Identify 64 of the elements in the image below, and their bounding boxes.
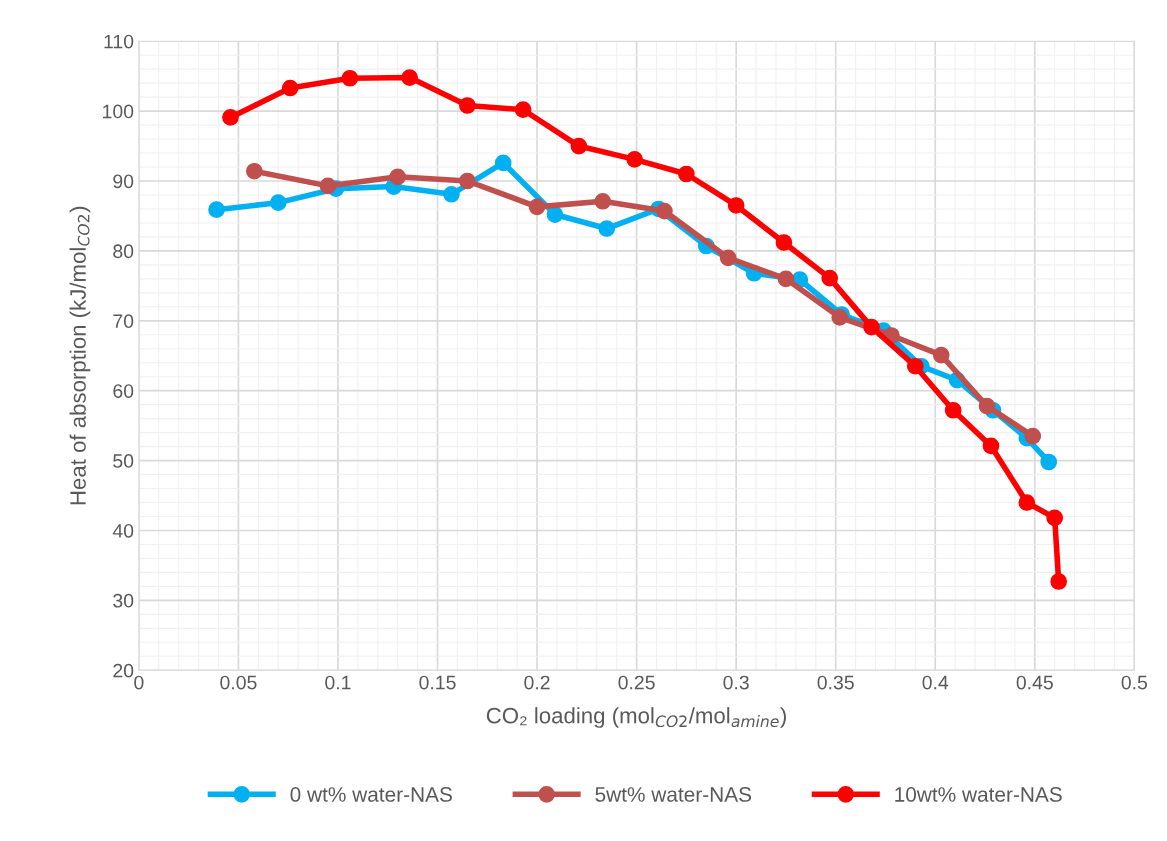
point — [906, 357, 924, 375]
point — [546, 206, 564, 223]
x-tick-label: 0.25 — [618, 675, 655, 690]
point — [570, 137, 588, 155]
point — [821, 269, 839, 287]
point — [389, 168, 407, 186]
point — [944, 401, 962, 419]
point — [678, 165, 695, 183]
point — [319, 177, 337, 195]
x-tick-label: 0.2 — [524, 675, 550, 690]
point — [626, 150, 643, 168]
point — [528, 198, 546, 216]
point — [459, 172, 476, 190]
point — [269, 194, 287, 212]
point — [459, 97, 476, 114]
point — [982, 437, 1000, 455]
point — [401, 69, 418, 86]
y-axis-title: Heat of absorption (kJ/mol$_{CO2}$) — [69, 206, 91, 505]
y-tick-label: 90 — [113, 174, 134, 189]
x-tick-label: 0.15 — [419, 675, 456, 690]
y-tick-label: 40 — [112, 523, 134, 538]
point — [932, 346, 950, 364]
point — [1050, 573, 1068, 590]
legend-label: 0 wt% water-NAS — [290, 787, 452, 802]
point — [1040, 453, 1058, 471]
point — [1018, 494, 1036, 511]
point — [777, 270, 795, 288]
y-tick-label: 80 — [113, 244, 134, 259]
point — [514, 101, 532, 119]
y-tick-label: 30 — [113, 593, 134, 608]
y-tick-label: 60 — [113, 384, 134, 398]
x-tick-label: 0.35 — [817, 675, 854, 690]
point — [863, 318, 880, 336]
point — [443, 185, 460, 203]
point — [281, 79, 299, 97]
point — [978, 397, 996, 415]
y-tick-label: 100 — [103, 104, 134, 119]
y-tick-label: 20 — [113, 663, 134, 678]
point — [341, 69, 359, 87]
legend-label: 10wt% water-NAS — [895, 787, 1062, 802]
x-tick-label: 0 — [134, 675, 144, 690]
y-tick-label: 110 — [104, 34, 134, 49]
y-tick-label: 70 — [113, 314, 134, 329]
x-tick-label: 0.05 — [220, 675, 257, 690]
x-tick-label: 0.3 — [723, 675, 749, 690]
point — [1024, 427, 1042, 445]
x-tick-label: 0.45 — [1016, 675, 1053, 690]
point — [494, 154, 512, 172]
point — [222, 109, 239, 126]
point — [246, 162, 263, 180]
x-axis-title: CO₂ loading (mol$_{CO2}$/mol$_{amine}$) — [486, 707, 786, 728]
point — [598, 220, 616, 237]
legend-label: 5wt% water-NAS — [595, 787, 752, 802]
y-tick-label: 50 — [113, 454, 134, 468]
point — [719, 249, 737, 267]
point — [1046, 509, 1064, 527]
point — [727, 197, 745, 214]
point — [775, 234, 793, 251]
point — [656, 202, 673, 220]
point — [208, 201, 225, 218]
x-tick-label: 0.4 — [922, 675, 949, 690]
x-tick-label: 0.5 — [1121, 675, 1148, 690]
point — [594, 192, 612, 210]
x-tick-label: 0.1 — [325, 675, 351, 690]
